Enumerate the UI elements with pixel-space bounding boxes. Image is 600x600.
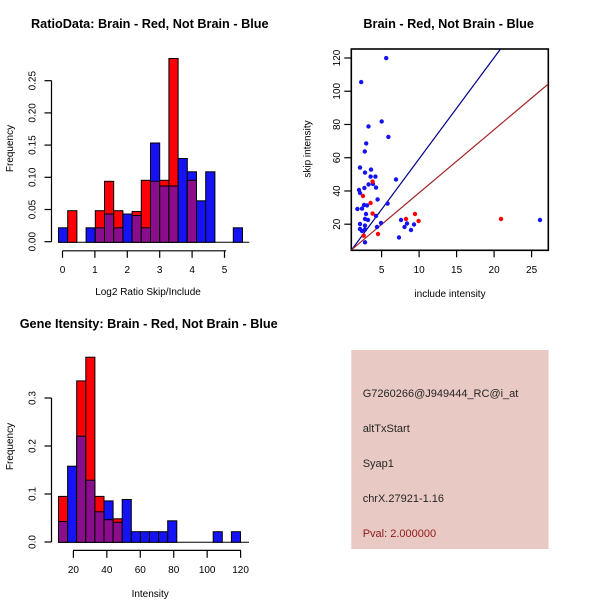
svg-text:10: 10 bbox=[414, 265, 426, 276]
svg-text:4: 4 bbox=[189, 265, 195, 276]
svg-text:20: 20 bbox=[489, 265, 501, 276]
svg-text:80: 80 bbox=[168, 565, 180, 576]
svg-text:60: 60 bbox=[135, 565, 147, 576]
svg-text:Gene Itensity: Brain - Red, No: Gene Itensity: Brain - Red, Not Brain - … bbox=[20, 317, 278, 331]
svg-text:60: 60 bbox=[332, 152, 343, 164]
svg-text:25: 25 bbox=[526, 265, 538, 276]
svg-text:3: 3 bbox=[157, 265, 163, 276]
svg-text:0.00: 0.00 bbox=[28, 232, 39, 252]
svg-text:G7260266@J949444_RC@i_at: G7260266@J949444_RC@i_at bbox=[363, 388, 519, 400]
svg-text:0.3: 0.3 bbox=[28, 391, 39, 405]
svg-text:0.25: 0.25 bbox=[28, 71, 39, 91]
svg-text:15: 15 bbox=[451, 265, 463, 276]
svg-text:include intensity: include intensity bbox=[414, 289, 485, 300]
svg-text:chrX.27921-1.16: chrX.27921-1.16 bbox=[363, 493, 444, 505]
svg-text:skip intensity: skip intensity bbox=[302, 120, 313, 177]
svg-text:0.15: 0.15 bbox=[28, 135, 39, 155]
svg-text:RatioData: Brain - Red, Not Br: RatioData: Brain - Red, Not Brain - Blue bbox=[31, 17, 269, 31]
svg-text:5: 5 bbox=[379, 265, 385, 276]
svg-text:Frequency: Frequency bbox=[5, 423, 16, 470]
svg-text:Intensity: Intensity bbox=[132, 589, 169, 600]
svg-text:0.10: 0.10 bbox=[28, 167, 39, 187]
svg-text:100: 100 bbox=[199, 565, 216, 576]
svg-text:Brain - Red, Not Brain - Blue: Brain - Red, Not Brain - Blue bbox=[363, 17, 534, 31]
svg-text:2: 2 bbox=[125, 265, 131, 276]
svg-text:120: 120 bbox=[332, 49, 343, 66]
svg-text:0.2: 0.2 bbox=[28, 439, 39, 453]
svg-text:0.20: 0.20 bbox=[28, 103, 39, 123]
svg-text:40: 40 bbox=[332, 185, 343, 197]
svg-text:0.0: 0.0 bbox=[28, 535, 39, 549]
svg-text:5: 5 bbox=[222, 265, 228, 276]
svg-text:0.05: 0.05 bbox=[28, 199, 39, 219]
svg-text:Pval: 2.000000: Pval: 2.000000 bbox=[363, 528, 436, 540]
svg-text:Log2 Ratio Skip/Include: Log2 Ratio Skip/Include bbox=[95, 287, 201, 298]
svg-text:20: 20 bbox=[68, 565, 80, 576]
svg-text:100: 100 bbox=[332, 82, 343, 99]
svg-text:0: 0 bbox=[60, 265, 66, 276]
svg-text:80: 80 bbox=[332, 118, 343, 130]
svg-text:Syap1: Syap1 bbox=[363, 458, 394, 470]
svg-text:40: 40 bbox=[101, 565, 113, 576]
svg-text:20: 20 bbox=[332, 218, 343, 230]
svg-text:altTxStart: altTxStart bbox=[363, 423, 410, 435]
svg-text:Frequency: Frequency bbox=[5, 125, 16, 172]
svg-text:1: 1 bbox=[92, 265, 98, 276]
svg-text:0.1: 0.1 bbox=[28, 487, 39, 501]
svg-text:120: 120 bbox=[232, 565, 249, 576]
